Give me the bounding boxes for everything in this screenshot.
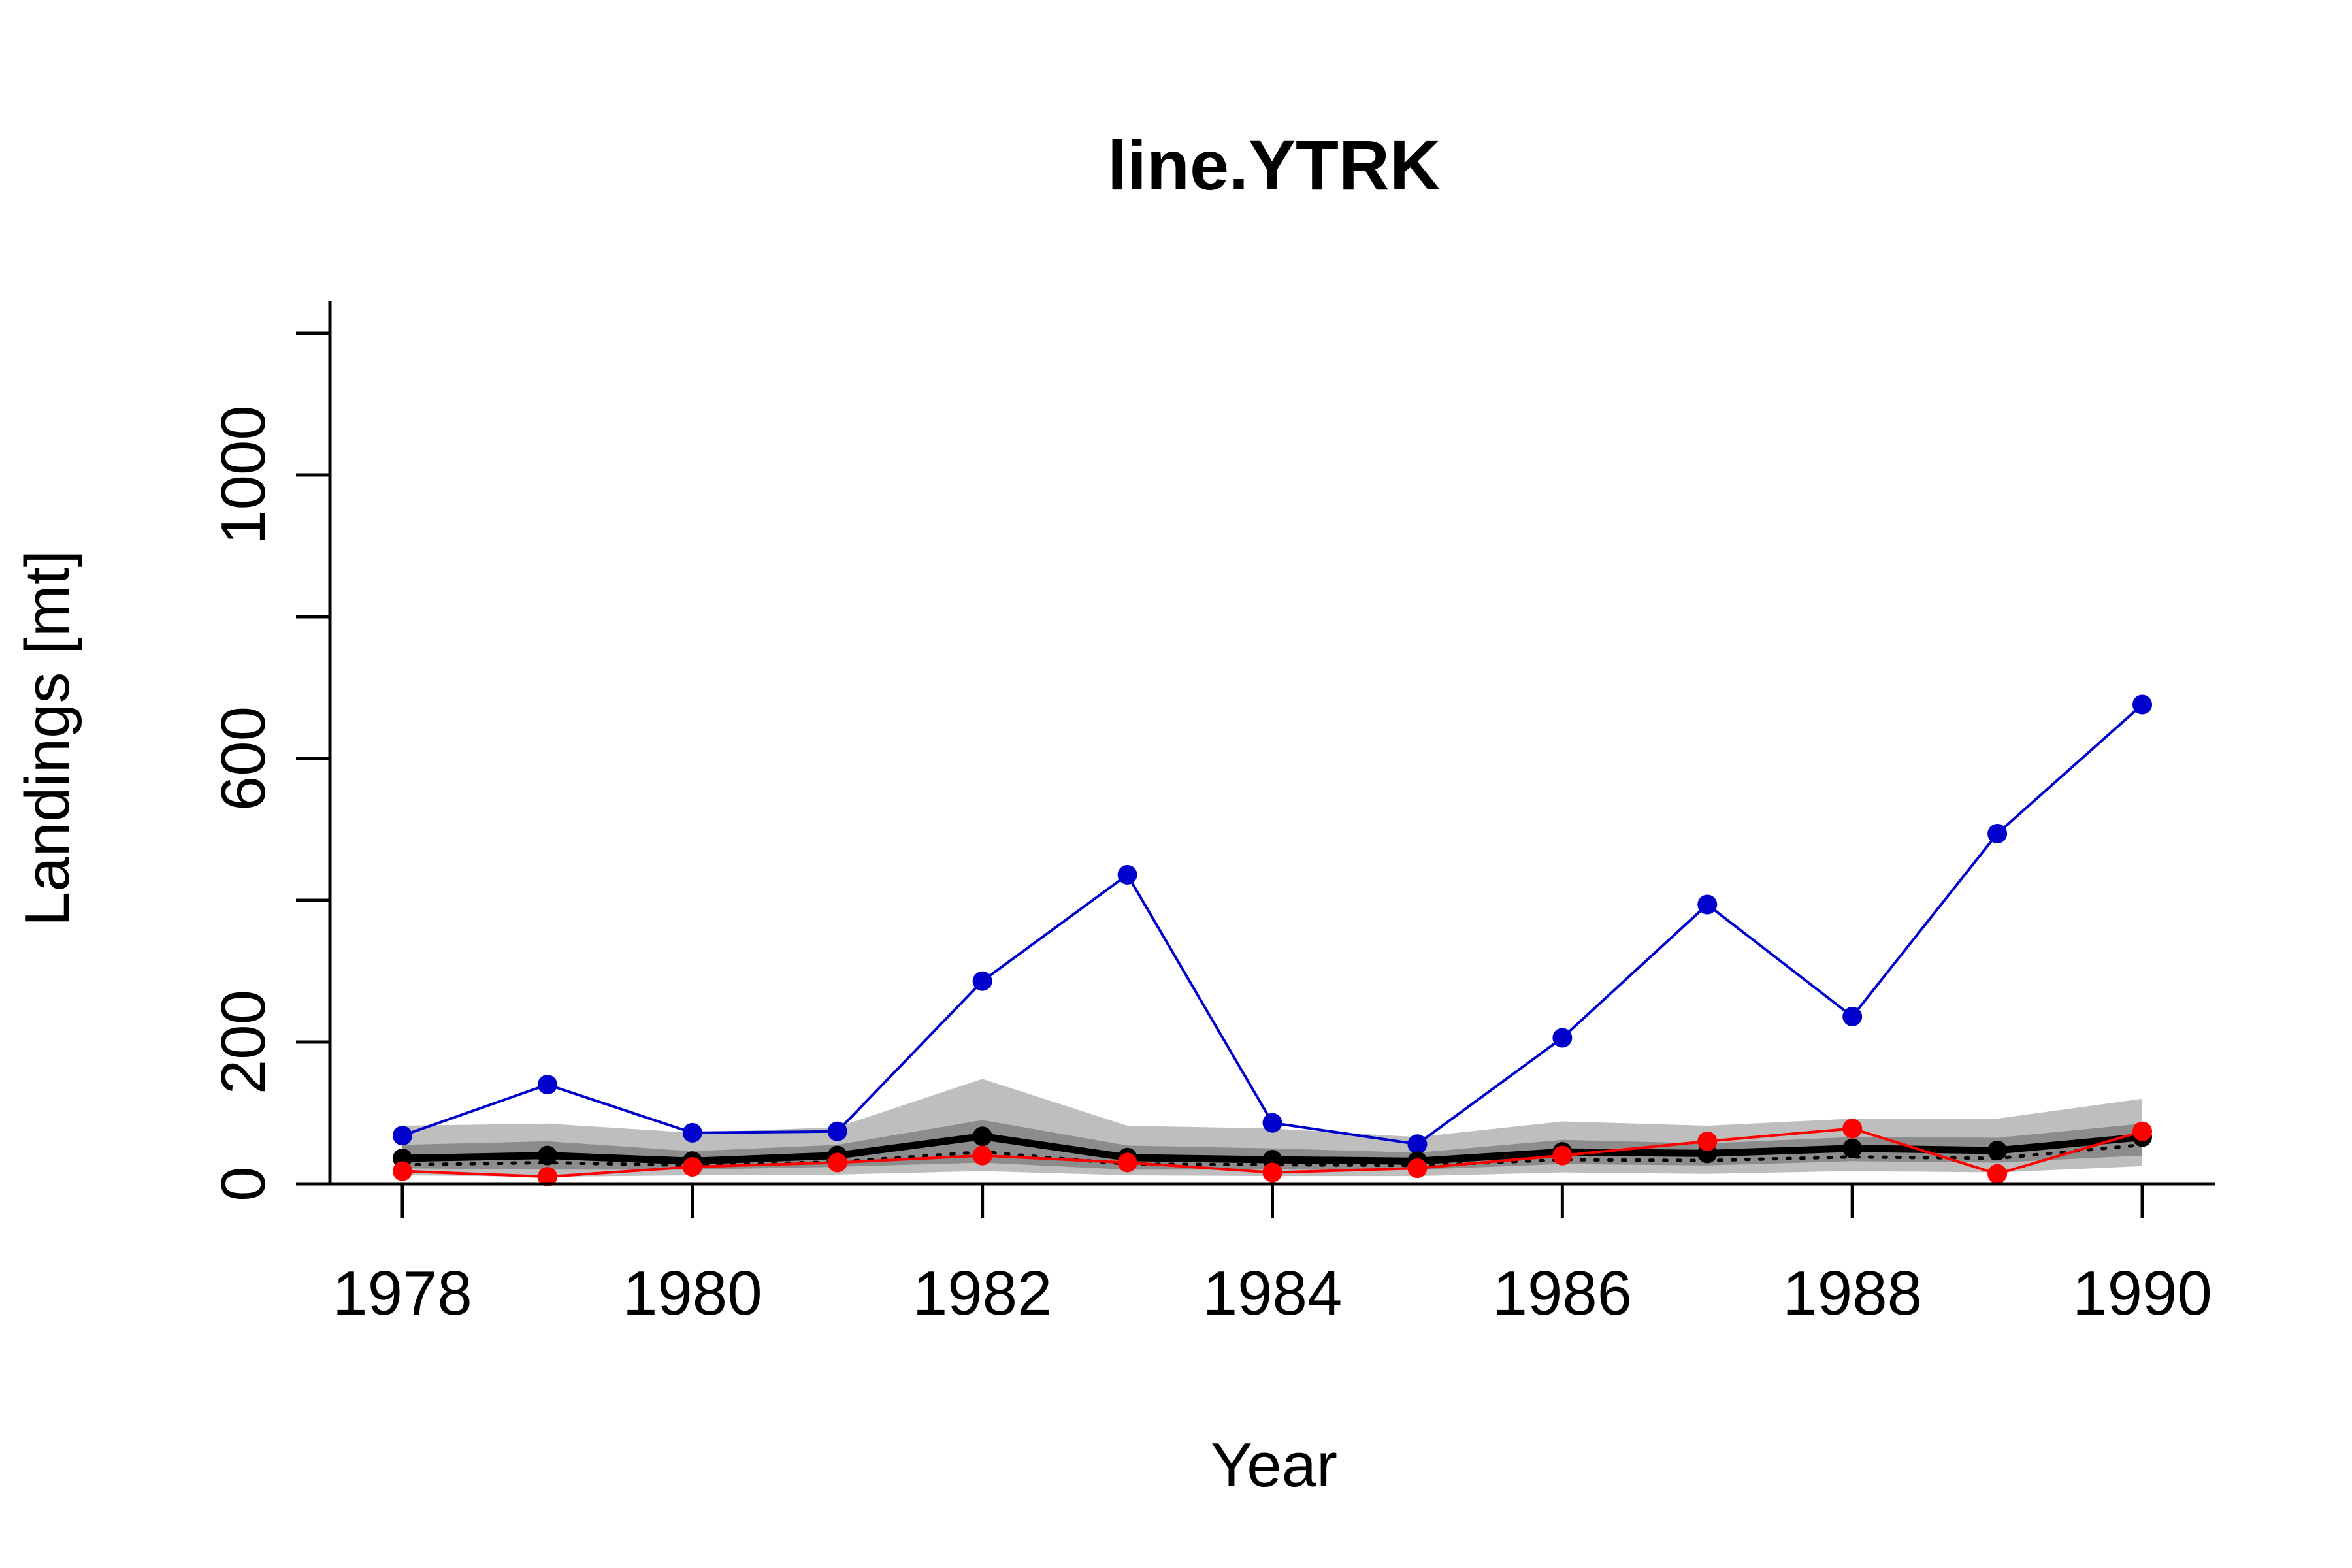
series-1-point-1979: [537, 1145, 557, 1166]
series-3-point-1987: [1697, 1131, 1718, 1151]
series-0-point-1984: [1262, 1113, 1282, 1133]
axes: 1978 1980 1982 1984 1986 1988 1990 0 200 600 1000: [208, 301, 2215, 1328]
series-0-point-1983: [1117, 864, 1137, 885]
series-line-0: [400, 703, 2144, 1146]
x-tick-label-1986: 1986: [1493, 1258, 1633, 1328]
series-0-point-1990: [2132, 694, 2153, 715]
x-axis-label: Year: [1211, 1430, 1337, 1500]
series-0-point-1989: [1987, 824, 2008, 844]
series-3-point-1981: [827, 1152, 847, 1173]
series-0-point-1985: [1407, 1134, 1428, 1154]
x-tick-label-1984: 1984: [1203, 1258, 1343, 1328]
series-0-point-1982: [972, 971, 992, 991]
series-3-point-1982: [972, 1145, 992, 1166]
series-3-point-1989: [1987, 1164, 2008, 1184]
x-tick-label-1990: 1990: [2072, 1258, 2212, 1328]
y-tick-label-1000: 1000: [208, 405, 278, 545]
y-tick-label-200: 200: [208, 990, 278, 1094]
series-1-point-1982: [972, 1126, 992, 1147]
series-0-point-1980: [682, 1122, 702, 1143]
series-0-point-1986: [1552, 1028, 1573, 1048]
series-3-point-1979: [537, 1167, 557, 1187]
x-tick-label-1980: 1980: [623, 1258, 762, 1328]
series-1-point-1988: [1842, 1138, 1863, 1158]
series-layer: [392, 694, 2153, 1187]
series-3-point-1984: [1262, 1162, 1282, 1183]
series-0-point-1988: [1842, 1006, 1863, 1026]
series-3-point-1985: [1407, 1158, 1428, 1179]
series-0-point-1981: [827, 1121, 847, 1141]
series-3-point-1983: [1117, 1152, 1137, 1173]
series-0-point-1987: [1697, 894, 1718, 915]
series-3-point-1986: [1552, 1145, 1573, 1166]
chart-title: line.YTRK: [1107, 125, 1441, 204]
y-tick-label-600: 600: [208, 706, 278, 811]
series-3-point-1988: [1842, 1119, 1863, 1139]
x-tick-label-1988: 1988: [1782, 1258, 1922, 1328]
y-axis-label: Landings [mt]: [12, 550, 82, 926]
series-3-point-1978: [392, 1161, 412, 1181]
x-tick-label-1978: 1978: [333, 1258, 472, 1328]
series-3-point-1990: [2132, 1121, 2153, 1141]
series-0-point-1979: [537, 1075, 557, 1095]
series-3-point-1980: [682, 1156, 702, 1177]
y-tick-label-0: 0: [208, 1166, 278, 1201]
series-0-point-1978: [392, 1126, 412, 1146]
series-1-point-1989: [1987, 1141, 2008, 1161]
x-tick-label-1982: 1982: [913, 1258, 1053, 1328]
